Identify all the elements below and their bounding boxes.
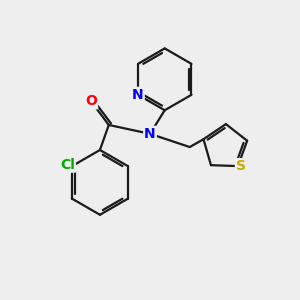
Text: N: N [132,88,144,102]
Text: O: O [85,94,97,108]
Text: N: N [144,127,156,141]
Text: S: S [236,159,246,173]
Text: Cl: Cl [60,158,75,172]
